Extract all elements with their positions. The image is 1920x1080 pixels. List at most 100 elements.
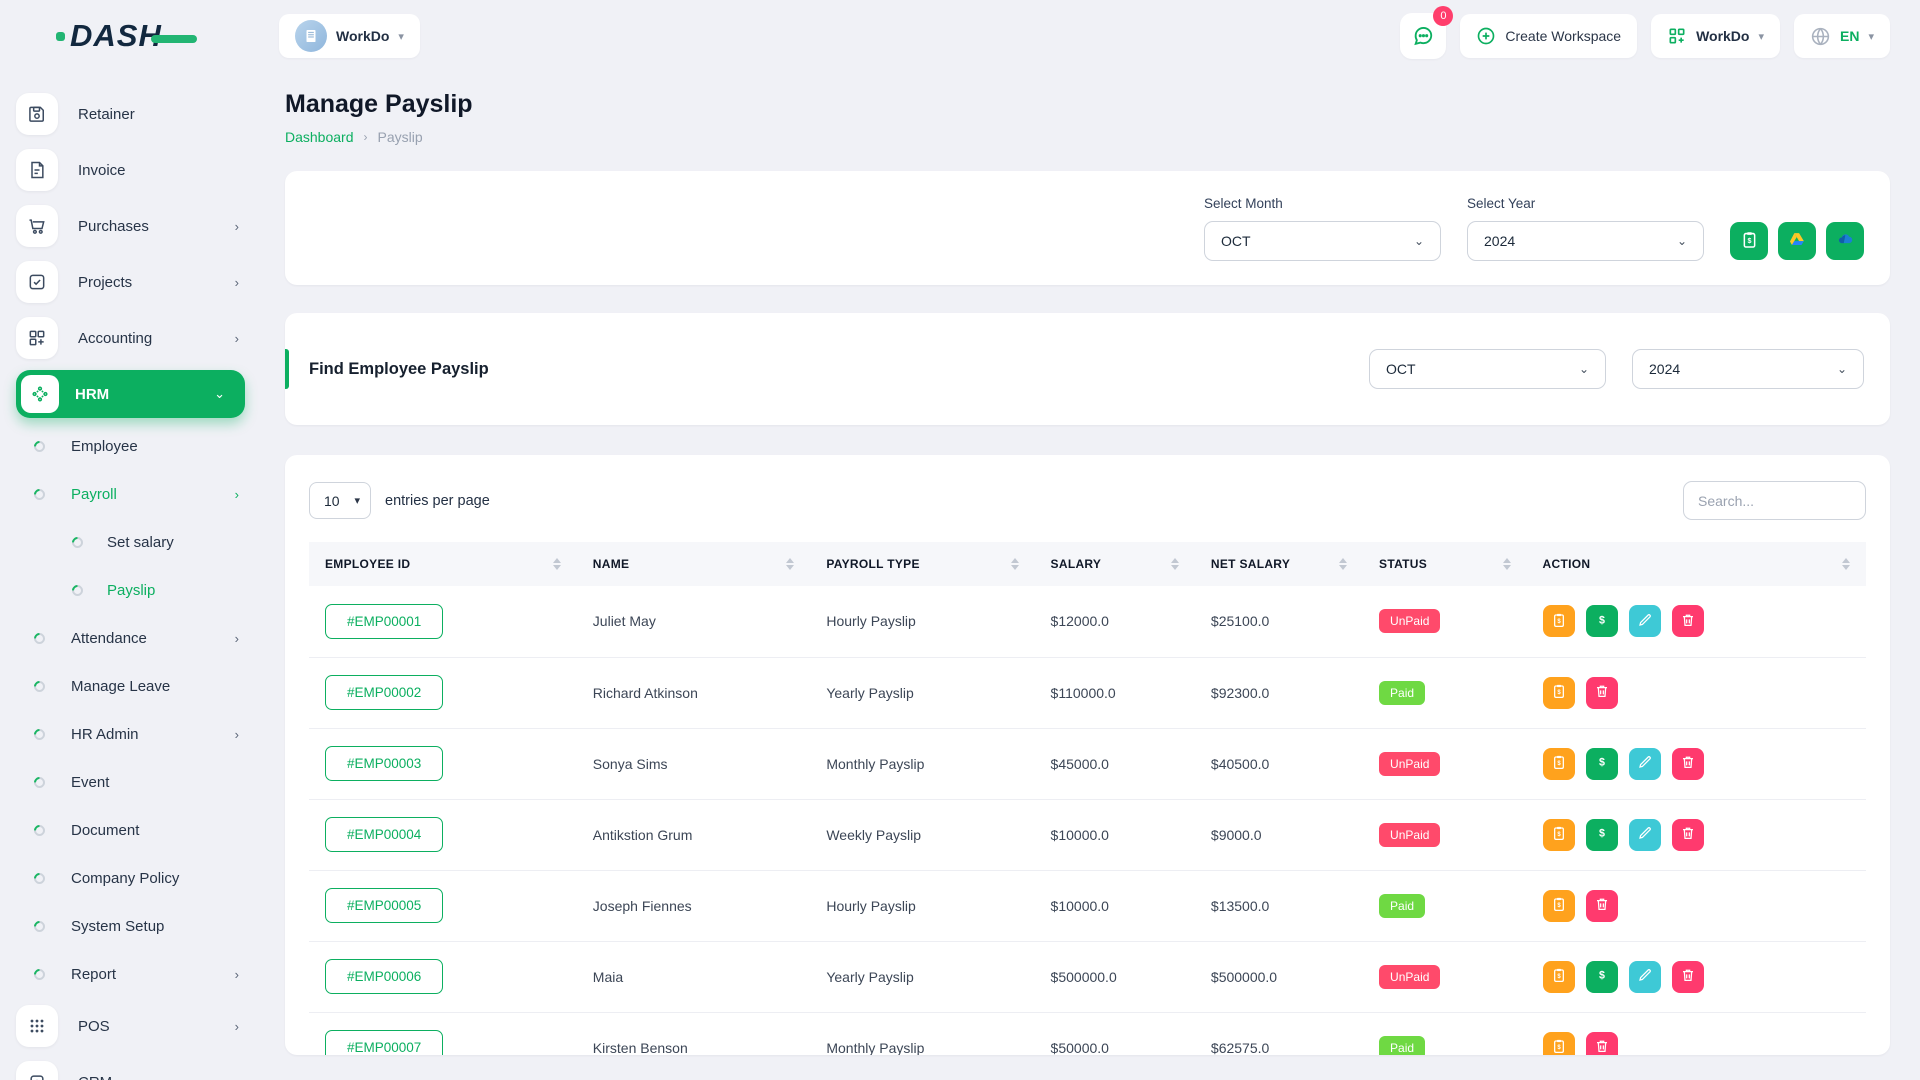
bullet-icon bbox=[69, 582, 86, 598]
payslip-button[interactable]: $ bbox=[1542, 605, 1575, 638]
sidebar-item-hrm[interactable]: HRM ⌄ bbox=[16, 370, 245, 418]
month-select[interactable]: OCT ⌄ bbox=[1204, 220, 1441, 261]
year-select[interactable]: 2024 ⌄ bbox=[1467, 220, 1704, 261]
payslip-button[interactable]: $ bbox=[1542, 747, 1575, 780]
bullet-icon bbox=[31, 630, 48, 646]
table-row: #EMP00005 Joseph Fiennes Hourly Payslip $10… bbox=[309, 870, 1866, 942]
sidebar-item-retainer[interactable]: Retainer bbox=[16, 86, 245, 142]
sidebar-subitem-company-policy[interactable]: Company Policy bbox=[16, 854, 245, 902]
column-header-salary[interactable]: SALARY bbox=[1034, 542, 1195, 586]
brand-name: DASH bbox=[70, 18, 162, 53]
sidebar-item-label: Invoice bbox=[78, 161, 126, 179]
pay-button[interactable]: $ bbox=[1585, 605, 1618, 638]
delete-button[interactable] bbox=[1671, 605, 1704, 638]
employee-id-button[interactable]: #EMP00002 bbox=[325, 675, 444, 710]
pay-icon: $ bbox=[1594, 612, 1610, 631]
sidebar-item-pos[interactable]: POS › bbox=[16, 998, 245, 1054]
edit-button[interactable] bbox=[1628, 960, 1661, 993]
workdo-menu-button[interactable]: WorkDo ▾ bbox=[1651, 14, 1781, 58]
status-badge: Paid bbox=[1379, 680, 1426, 705]
payslip-button[interactable]: $ bbox=[1542, 889, 1575, 922]
breadcrumb-dashboard-link[interactable]: Dashboard bbox=[285, 129, 354, 145]
delete-button[interactable] bbox=[1671, 747, 1704, 780]
employee-id-button[interactable]: #EMP00005 bbox=[325, 888, 444, 923]
employee-id-button[interactable]: #EMP00007 bbox=[325, 1030, 444, 1055]
sort-icon bbox=[1339, 558, 1348, 570]
sidebar-subitem-system-setup[interactable]: System Setup bbox=[16, 902, 245, 950]
sidebar-subitem-employee[interactable]: Employee bbox=[16, 422, 245, 470]
payslip-button[interactable]: $ bbox=[1542, 1031, 1575, 1055]
sidebar-subitem-hr-admin[interactable]: HR Admin › bbox=[16, 710, 245, 758]
column-header-net-salary[interactable]: NET SALARY bbox=[1194, 542, 1364, 586]
column-header-payroll-type[interactable]: PAYROLL TYPE bbox=[810, 542, 1035, 586]
employee-id-button[interactable]: #EMP00001 bbox=[325, 603, 444, 639]
sidebar-item-purchases[interactable]: Purchases › bbox=[16, 198, 245, 254]
sidebar-subitem-attendance[interactable]: Attendance › bbox=[16, 614, 245, 662]
sidebar-item-label: POS bbox=[78, 1017, 110, 1035]
find-month-select[interactable]: OCT ⌄ bbox=[1369, 349, 1606, 389]
delete-button[interactable] bbox=[1585, 1031, 1618, 1055]
cell-net: $25100.0 bbox=[1194, 586, 1364, 658]
status-badge: UnPaid bbox=[1379, 964, 1441, 989]
pay-button[interactable]: $ bbox=[1585, 818, 1618, 851]
sidebar-subitem-payslip[interactable]: Payslip bbox=[16, 566, 245, 614]
pay-icon: $ bbox=[1594, 754, 1610, 773]
payslip-button[interactable]: $ bbox=[1542, 676, 1575, 709]
language-selector[interactable]: EN ▾ bbox=[1794, 14, 1890, 58]
generate-payslip-button[interactable]: $ bbox=[1730, 222, 1768, 260]
sidebar-item-accounting[interactable]: Accounting › bbox=[16, 310, 245, 366]
sort-icon bbox=[786, 558, 795, 570]
cell-net: $500000.0 bbox=[1194, 941, 1364, 1013]
svg-text:$: $ bbox=[1557, 903, 1561, 909]
delete-button[interactable] bbox=[1585, 676, 1618, 709]
delete-button[interactable] bbox=[1585, 889, 1618, 922]
status-badge: UnPaid bbox=[1379, 822, 1441, 847]
google-drive-export-button[interactable] bbox=[1778, 222, 1816, 260]
onedrive-export-button[interactable] bbox=[1826, 222, 1864, 260]
sidebar-subitem-document[interactable]: Document bbox=[16, 806, 245, 854]
delete-button[interactable] bbox=[1671, 960, 1704, 993]
edit-button[interactable] bbox=[1628, 818, 1661, 851]
svg-text:$: $ bbox=[1747, 237, 1751, 245]
pay-button[interactable]: $ bbox=[1585, 960, 1618, 993]
sidebar-subitem-set-salary[interactable]: Set salary bbox=[16, 518, 245, 566]
entries-per-page-select[interactable]: 10 ▾ bbox=[309, 482, 371, 519]
edit-icon bbox=[1637, 612, 1653, 631]
sidebar-subitem-event[interactable]: Event bbox=[16, 758, 245, 806]
cell-salary: $500000.0 bbox=[1034, 941, 1195, 1013]
employee-id-button[interactable]: #EMP00006 bbox=[325, 959, 444, 994]
svg-text:$: $ bbox=[1557, 761, 1561, 767]
cell-type: Monthly Payslip bbox=[810, 728, 1035, 800]
sidebar-subitem-manage-leave[interactable]: Manage Leave bbox=[16, 662, 245, 710]
action-buttons: $ bbox=[1542, 676, 1850, 709]
find-year-select[interactable]: 2024 ⌄ bbox=[1632, 349, 1864, 389]
sort-icon bbox=[1502, 558, 1511, 570]
column-header-status[interactable]: STATUS bbox=[1363, 542, 1527, 586]
edit-button[interactable] bbox=[1628, 747, 1661, 780]
pay-button[interactable]: $ bbox=[1585, 747, 1618, 780]
edit-button[interactable] bbox=[1628, 605, 1661, 638]
sidebar-subitem-label: Event bbox=[71, 773, 110, 791]
cell-salary: $110000.0 bbox=[1034, 657, 1195, 729]
sidebar-item-crm[interactable]: CRM› bbox=[16, 1054, 245, 1080]
cell-name: Antikstion Grum bbox=[576, 799, 811, 871]
messages-button[interactable]: 0 bbox=[1400, 6, 1454, 59]
column-header-name[interactable]: NAME bbox=[576, 542, 811, 586]
employee-id-button[interactable]: #EMP00004 bbox=[325, 817, 444, 852]
sidebar-subitem-payroll[interactable]: Payroll › bbox=[16, 470, 245, 518]
payslip-button[interactable]: $ bbox=[1542, 960, 1575, 993]
column-header-action[interactable]: ACTION bbox=[1526, 542, 1866, 586]
column-header-employee-id[interactable]: EMPLOYEE ID bbox=[309, 542, 577, 586]
sort-icon bbox=[1170, 558, 1179, 570]
delete-button[interactable] bbox=[1671, 818, 1704, 851]
sidebar-item-projects[interactable]: Projects › bbox=[16, 254, 245, 310]
sidebar-subitem-report[interactable]: Report › bbox=[16, 950, 245, 998]
search-input[interactable] bbox=[1683, 481, 1866, 520]
create-workspace-button[interactable]: Create Workspace bbox=[1460, 14, 1638, 58]
payslip-button[interactable]: $ bbox=[1542, 818, 1575, 851]
employee-id-button[interactable]: #EMP00003 bbox=[325, 746, 444, 781]
workspace-selector[interactable]: WorkDo ▾ bbox=[279, 14, 420, 58]
sidebar-item-invoice[interactable]: Invoice bbox=[16, 142, 245, 198]
payslip-icon: $ bbox=[1551, 825, 1567, 844]
breadcrumb-current: Payslip bbox=[377, 129, 423, 145]
